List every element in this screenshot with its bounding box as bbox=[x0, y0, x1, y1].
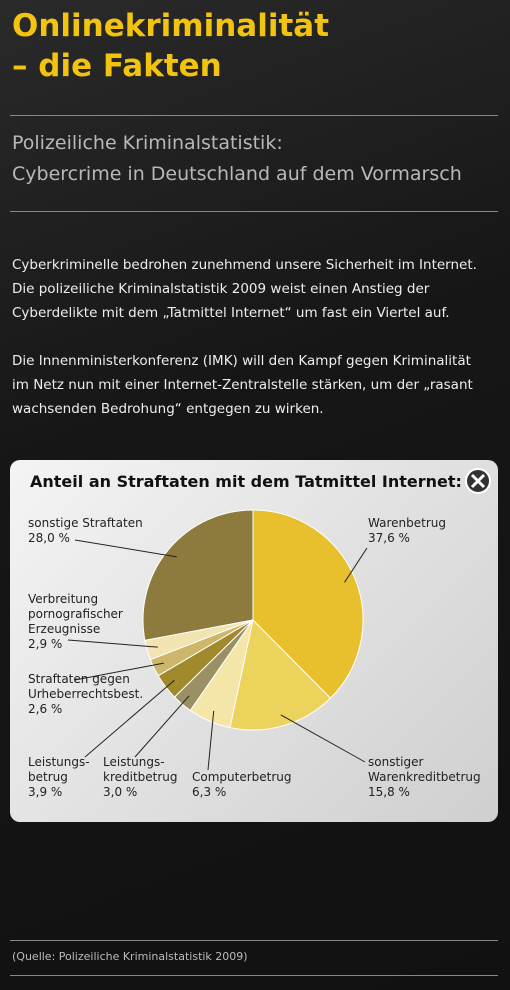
rule bbox=[10, 211, 498, 212]
pie-slice bbox=[229, 618, 332, 731]
leader-line bbox=[280, 714, 366, 763]
chart-title: Anteil an Straftaten mit dem Tatmittel I… bbox=[30, 472, 462, 491]
paragraph: Cyberkriminelle bedrohen zunehmend unser… bbox=[12, 257, 477, 321]
slice-label: Straftaten gegen Urheberrechtsbest. bbox=[28, 672, 144, 701]
slice-label: sonstiger Warenkreditbetrug bbox=[368, 755, 481, 784]
value-label: 15,8 % bbox=[368, 785, 410, 799]
source: (Quelle: Polizeiliche Kriminalstatistik … bbox=[12, 950, 248, 963]
leader-line bbox=[74, 662, 164, 681]
slice-label: Warenbetrug bbox=[368, 516, 446, 530]
pie-slice bbox=[142, 509, 254, 642]
pie-slice bbox=[252, 509, 364, 699]
rule bbox=[10, 975, 498, 976]
paragraph: Die Innenministerkonferenz (IMK) will de… bbox=[12, 353, 473, 417]
value-label: 2,9 % bbox=[28, 637, 63, 651]
rule bbox=[10, 115, 498, 116]
slice-label: Leistungs- kreditbetrug bbox=[103, 755, 178, 784]
close-button[interactable] bbox=[465, 468, 491, 494]
slice-label: Leistungs- betrug bbox=[28, 755, 90, 784]
slice-label: sonstige Straftaten bbox=[28, 516, 143, 530]
value-label: 2,6 % bbox=[28, 702, 63, 716]
slice-label: Verbreitung pornografischer Erzeugnisse bbox=[28, 592, 123, 636]
leader-line bbox=[84, 679, 175, 758]
value-label: 37,6 % bbox=[368, 531, 410, 545]
leader-line bbox=[344, 547, 368, 583]
leader-line bbox=[67, 639, 158, 648]
value-label: 3,0 % bbox=[103, 785, 138, 799]
subtitle: Polizeiliche Kriminalstatistik: Cybercri… bbox=[12, 132, 462, 185]
title: Onlinekriminalität – die Fakten bbox=[12, 8, 330, 84]
rule bbox=[10, 940, 498, 941]
value-label: 3,9 % bbox=[28, 785, 63, 799]
value-label: 28,0 % bbox=[28, 531, 70, 545]
leader-line bbox=[74, 539, 177, 558]
value-label: 6,3 % bbox=[192, 785, 227, 799]
slice-label: Computerbetrug bbox=[192, 770, 292, 784]
leader-line bbox=[207, 710, 215, 771]
leader-line bbox=[134, 695, 190, 758]
